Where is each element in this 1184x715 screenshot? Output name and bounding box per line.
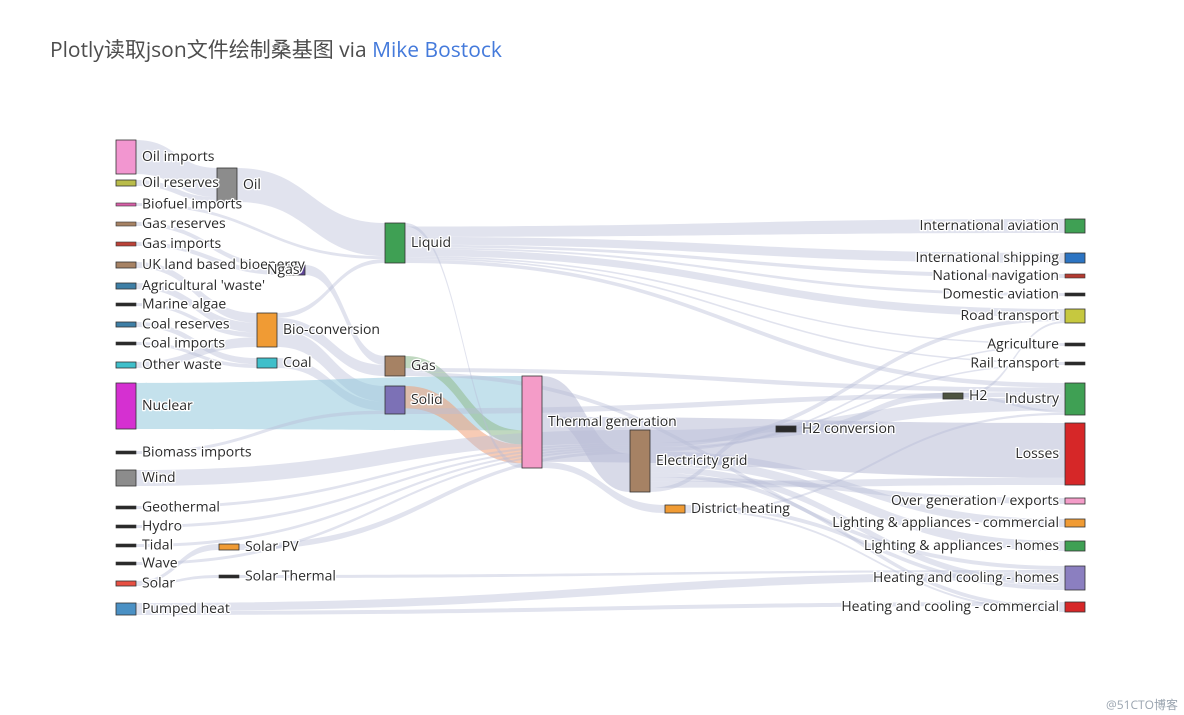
sankey-node[interactable] [1065, 519, 1085, 527]
sankey-node[interactable] [219, 544, 239, 550]
sankey-node-label: H2 conversion [802, 419, 895, 438]
sankey-node[interactable] [116, 342, 136, 345]
sankey-node-label: International aviation [919, 216, 1059, 235]
sankey-node-label: Solar Thermal [245, 566, 336, 585]
sankey-node[interactable] [116, 242, 136, 246]
sankey-node[interactable] [385, 386, 405, 414]
sankey-node-label: Biofuel imports [142, 194, 243, 213]
sankey-node[interactable] [1065, 219, 1085, 233]
sankey-node[interactable] [116, 603, 136, 615]
sankey-node[interactable] [257, 313, 277, 347]
sankey-node-label: Coal reserves [142, 314, 230, 333]
sankey-node[interactable] [630, 430, 650, 492]
sankey-node-label: Gas imports [142, 234, 221, 253]
sankey-node-label: Solar PV [245, 537, 299, 556]
sankey-node-label: Oil reserves [142, 173, 219, 192]
sankey-node-label: Marine algae [142, 294, 226, 313]
sankey-node[interactable] [116, 303, 136, 306]
sankey-node[interactable] [1065, 343, 1085, 346]
sankey-node-label: Heating and cooling - commercial [841, 597, 1059, 616]
sankey-node-label: Lighting & appliances - homes [864, 536, 1059, 555]
sankey-node[interactable] [116, 140, 136, 174]
sankey-node[interactable] [116, 470, 136, 486]
sankey-node[interactable] [1065, 309, 1085, 323]
sankey-node[interactable] [1065, 423, 1085, 485]
sankey-node-label: International shipping [915, 248, 1059, 267]
sankey-node[interactable] [116, 180, 136, 186]
sankey-node-label: Coal imports [142, 333, 225, 352]
sankey-node[interactable] [385, 356, 405, 376]
sankey-node[interactable] [116, 283, 136, 289]
sankey-node-label: Coal [283, 353, 312, 372]
sankey-node-label: Electricity grid [656, 451, 747, 470]
sankey-svg: Oil importsOil reservesBiofuel importsGa… [0, 0, 1184, 715]
sankey-node-label: Industry [1005, 389, 1060, 408]
sankey-node[interactable] [116, 262, 136, 268]
sankey-node-label: Over generation / exports [891, 491, 1059, 510]
sankey-node-label: Biomass imports [142, 442, 252, 461]
sankey-node-label: Hydro [142, 516, 182, 535]
sankey-node[interactable] [116, 544, 136, 547]
sankey-node-label: Solar [142, 573, 175, 592]
sankey-node[interactable] [116, 362, 136, 368]
sankey-node[interactable] [116, 506, 136, 509]
sankey-node[interactable] [385, 223, 405, 263]
sankey-node[interactable] [665, 505, 685, 513]
sankey-node[interactable] [116, 222, 136, 226]
sankey-node-label: Heating and cooling - homes [873, 568, 1059, 587]
sankey-node-label: Losses [1015, 444, 1059, 463]
sankey-node[interactable] [116, 525, 136, 528]
sankey-node-label: Pumped heat [142, 599, 230, 618]
sankey-node[interactable] [1065, 274, 1085, 278]
sankey-node[interactable] [219, 575, 239, 578]
sankey-node[interactable] [116, 383, 136, 429]
sankey-node-label: Geothermal [142, 497, 220, 516]
sankey-node-label: Gas [411, 356, 436, 375]
sankey-node-label: Ngas [267, 260, 300, 279]
sankey-node-label: Oil imports [142, 147, 215, 166]
sankey-node[interactable] [116, 451, 136, 454]
sankey-node[interactable] [1065, 362, 1085, 365]
sankey-node[interactable] [1065, 253, 1085, 263]
sankey-node[interactable] [116, 562, 136, 565]
sankey-node[interactable] [116, 203, 136, 206]
sankey-node[interactable] [522, 376, 542, 468]
sankey-node-label: H2 [969, 386, 987, 405]
sankey-node[interactable] [1065, 602, 1085, 612]
sankey-node-label: Nuclear [142, 396, 193, 415]
watermark: @51CTO博客 [1106, 696, 1178, 713]
sankey-node-label: Thermal generation [548, 412, 677, 431]
sankey-node-label: District heating [691, 499, 790, 518]
sankey-node-label: Solid [411, 390, 443, 409]
sankey-node[interactable] [116, 322, 136, 327]
sankey-node[interactable] [1065, 293, 1085, 296]
sankey-node-label: National navigation [932, 266, 1059, 285]
sankey-node-label: Rail transport [970, 353, 1059, 372]
sankey-node-label: Wave [142, 553, 178, 572]
sankey-node-label: Tidal [142, 535, 173, 554]
sankey-node-label: Oil [243, 175, 261, 194]
sankey-node[interactable] [1065, 566, 1085, 590]
sankey-node[interactable] [1065, 541, 1085, 551]
sankey-node-label: Road transport [961, 306, 1060, 325]
sankey-node-label: Domestic aviation [942, 284, 1059, 303]
sankey-node-label: Other waste [142, 355, 222, 374]
sankey-node[interactable] [116, 581, 136, 586]
sankey-node-label: Bio-conversion [283, 320, 380, 339]
sankey-node-label: Lighting & appliances - commercial [832, 513, 1059, 532]
sankey-node-label: Liquid [411, 233, 451, 252]
sankey-node-label: Wind [142, 468, 176, 487]
sankey-node-label: Agricultural 'waste' [142, 276, 265, 295]
sankey-node[interactable] [257, 358, 277, 368]
sankey-node-label: Agriculture [987, 334, 1059, 353]
sankey-node[interactable] [1065, 498, 1085, 504]
sankey-node[interactable] [776, 426, 796, 432]
sankey-node-label: Gas reserves [142, 214, 226, 233]
sankey-node[interactable] [943, 393, 963, 399]
sankey-node[interactable] [1065, 383, 1085, 415]
